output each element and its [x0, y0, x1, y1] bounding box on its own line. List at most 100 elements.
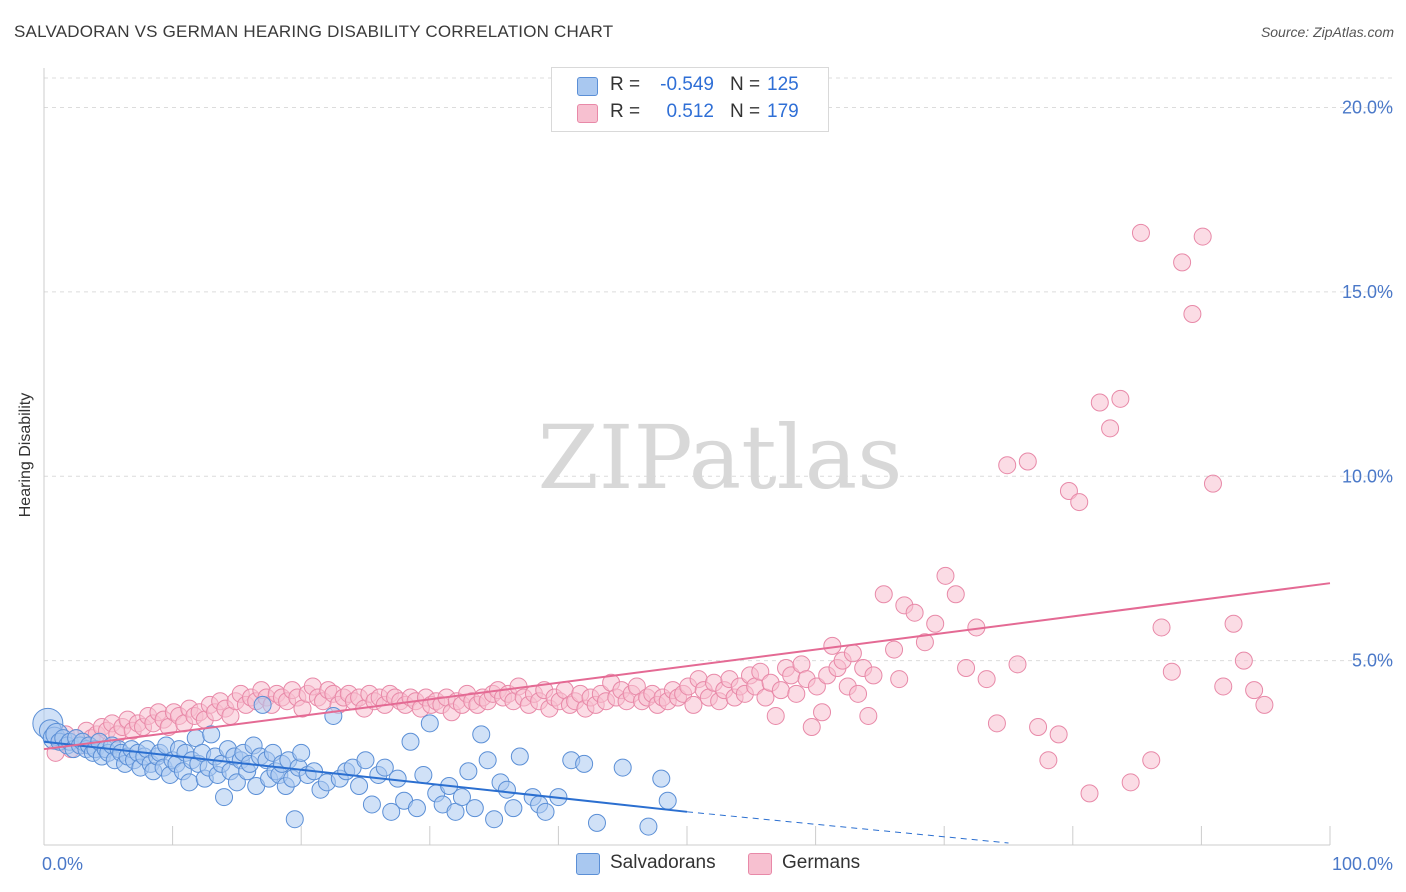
- bottom-legend-label-salvadorans: Salvadorans: [610, 852, 716, 873]
- salvadoran-trend-line: [43, 740, 688, 813]
- salvadoran-point: [658, 791, 677, 810]
- german-point: [859, 706, 878, 725]
- salvadoran-point: [382, 802, 401, 821]
- salvadoran-point: [356, 751, 375, 770]
- legend-row-germans: R = 0.512 N = 179: [552, 101, 828, 127]
- german-point: [987, 714, 1006, 733]
- salvadoran-point: [388, 769, 407, 788]
- german-point: [1203, 474, 1222, 493]
- german-point: [1070, 493, 1089, 512]
- german-point: [813, 703, 832, 722]
- german-point: [1008, 655, 1027, 674]
- salvadoran-point: [497, 780, 516, 799]
- salvadoran-point: [465, 799, 484, 818]
- salvadoran-point: [575, 754, 594, 773]
- salvadoran-point: [510, 747, 529, 766]
- tick-labels: 5.0% 10.0% 15.0% 20.0% 0.0% 100.0%: [42, 98, 1393, 875]
- legend-row-salvadorans: R = -0.549 N = 125: [552, 74, 828, 100]
- german-point: [843, 644, 862, 663]
- german-point: [1214, 677, 1233, 696]
- salvadoran-point: [407, 799, 426, 818]
- german-point: [1121, 773, 1140, 792]
- legend-swatch-salvadorans: [577, 77, 598, 96]
- salvadoran-point: [587, 813, 606, 832]
- legend-n-label: N =: [730, 74, 761, 95]
- legend-r-value: -0.549: [660, 74, 714, 95]
- german-point: [1018, 452, 1037, 471]
- german-point: [771, 681, 790, 700]
- german-point: [807, 677, 826, 696]
- y-tick-label: 15.0%: [1342, 282, 1393, 302]
- salvadoran-point: [504, 799, 523, 818]
- german-point: [802, 718, 821, 736]
- salvadoran-point: [324, 706, 343, 725]
- salvadoran-point: [401, 732, 420, 751]
- salvadoran-point: [285, 810, 304, 829]
- german-point: [684, 695, 703, 714]
- german-point: [864, 666, 883, 685]
- source-label: Source: ZipAtlas.com: [1260, 24, 1394, 40]
- salvadoran-point: [478, 751, 497, 770]
- salvadoran-point: [227, 773, 246, 792]
- bottom-legend-salvadorans: Salvadorans: [576, 852, 726, 876]
- y-tick-label: 20.0%: [1342, 98, 1393, 118]
- german-point: [751, 662, 770, 681]
- bottom-legend-label-germans: Germans: [782, 852, 861, 873]
- german-point: [1255, 695, 1274, 714]
- german-point: [957, 659, 976, 677]
- salvadoran-point: [459, 762, 478, 781]
- german-point: [1049, 725, 1068, 744]
- german-point: [1245, 681, 1264, 700]
- legend-n-value: 179: [767, 101, 799, 122]
- german-point: [1183, 305, 1202, 323]
- salvadoran-point: [180, 773, 199, 792]
- german-point: [1142, 751, 1161, 770]
- german-point: [1090, 393, 1109, 412]
- german-point: [885, 640, 904, 659]
- salvadoran-point: [253, 695, 272, 714]
- german-point: [998, 456, 1017, 475]
- trend-lines: [43, 582, 1331, 844]
- salvadoran-point: [652, 769, 671, 788]
- german-point: [849, 684, 868, 703]
- x-tick-label-start: 0.0%: [42, 854, 83, 874]
- salvadoran-point: [485, 810, 504, 829]
- german-point: [915, 633, 934, 652]
- salvadoran-point: [420, 714, 439, 733]
- y-tick-label: 10.0%: [1342, 466, 1393, 486]
- salvadoran-point: [362, 795, 381, 814]
- german-point: [936, 566, 955, 585]
- german-point: [874, 585, 893, 604]
- german-point: [1059, 482, 1078, 500]
- german-point: [1193, 227, 1212, 246]
- german-point: [1029, 718, 1048, 736]
- german-point: [1111, 389, 1130, 408]
- german-point: [766, 706, 785, 725]
- german-point: [1173, 253, 1192, 272]
- german-point: [977, 670, 996, 689]
- salvadoran-point: [639, 817, 658, 836]
- german-point: [1131, 223, 1150, 242]
- y-tick-label: 5.0%: [1352, 651, 1393, 671]
- salvadoran-point: [536, 802, 555, 821]
- german-point: [1101, 419, 1120, 438]
- salvadoran-point: [215, 788, 234, 807]
- salvadoran-point: [613, 758, 632, 777]
- bottom-legend-swatch-salvadorans: [576, 853, 600, 875]
- bottom-legend-swatch-germans: [748, 853, 772, 875]
- salvadoran-point: [414, 765, 433, 784]
- legend-n-value: 125: [767, 74, 799, 95]
- grid-lines: [44, 77, 1392, 662]
- german-points: [46, 223, 1274, 803]
- german-point: [1162, 662, 1181, 681]
- german-trend-line: [43, 582, 1331, 751]
- salvadoran-point: [452, 788, 471, 807]
- salvadoran-point: [350, 777, 369, 795]
- salvadoran-point: [292, 743, 311, 762]
- legend-r-label: R =: [610, 101, 641, 122]
- salvadoran-point: [375, 758, 394, 777]
- legend-n-label: N =: [730, 101, 761, 122]
- correlation-legend: R = -0.549 N = 125 R = 0.512 N = 179: [551, 67, 829, 132]
- salvadoran-point: [202, 725, 221, 744]
- german-point: [1080, 784, 1099, 803]
